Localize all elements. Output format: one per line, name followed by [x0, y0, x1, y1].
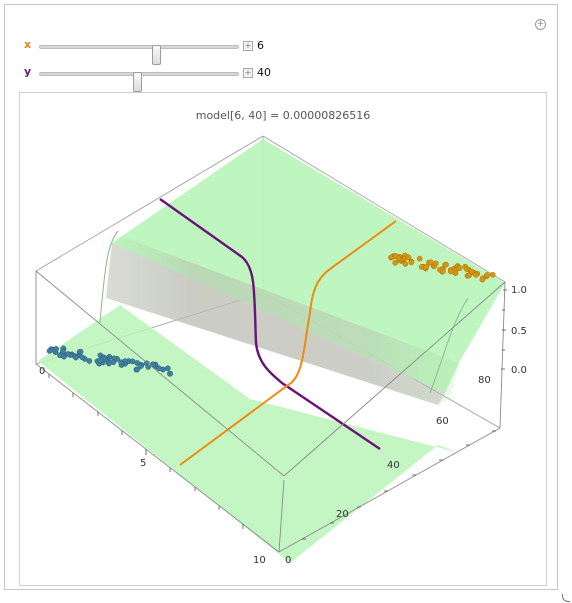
manipulate-panel: + x + 6 y + 40 model[6, 40] = 0.00000826…	[4, 4, 558, 590]
data-point	[86, 358, 93, 364]
z-tick-1: 1.0	[511, 285, 527, 296]
class0-points	[46, 345, 173, 377]
surface-right-edge	[429, 297, 469, 394]
x-slider-row: x + 6	[19, 38, 319, 65]
y-slider-value: 40	[257, 66, 271, 79]
bounding-box-front	[35, 270, 506, 553]
y-slider-label: y	[24, 65, 32, 78]
data-point	[452, 270, 459, 277]
data-point	[77, 348, 84, 355]
data-point	[134, 366, 141, 373]
data-point	[156, 365, 162, 372]
plot-3d[interactable]: model[6, 40] = 0.00000826516	[19, 92, 547, 586]
data-point	[65, 351, 71, 357]
data-point	[405, 254, 412, 261]
surface-cliff-shade	[106, 243, 445, 405]
data-point	[472, 272, 479, 278]
plot-title: model[6, 40] = 0.00000826516	[195, 109, 371, 122]
class1-points	[388, 252, 496, 283]
y-slider-row: y + 40	[19, 65, 319, 92]
data-point	[118, 359, 125, 366]
data-point	[447, 268, 454, 275]
data-point	[164, 365, 171, 372]
data-point	[427, 259, 434, 266]
data-point	[53, 346, 59, 352]
x-cross-section-line	[179, 220, 397, 466]
surface-upper	[112, 139, 505, 393]
y-axis-ticks	[302, 430, 496, 540]
data-point	[167, 370, 173, 377]
data-point	[416, 255, 423, 262]
data-point	[463, 266, 470, 272]
data-point	[432, 260, 439, 267]
data-point	[60, 348, 66, 355]
x-slider-track[interactable]	[39, 45, 239, 65]
data-point	[72, 354, 79, 361]
y-tick-60: 60	[436, 416, 449, 427]
plot-3d-canvas[interactable]: 0 5 10 0 20 40 60 80	[20, 93, 546, 585]
surface-lower	[38, 295, 460, 563]
y-cross-section-line	[159, 198, 381, 450]
data-point	[79, 354, 86, 361]
z-tick-05: 0.5	[511, 326, 527, 337]
data-point	[97, 357, 103, 364]
surface-left-edge	[99, 230, 119, 324]
z-tick-0: 0.0	[511, 365, 527, 376]
y-slider-track[interactable]	[39, 72, 239, 92]
data-point	[423, 264, 430, 270]
x-tick-0: 0	[39, 366, 45, 377]
data-point	[402, 261, 409, 267]
y-tick-0: 0	[285, 555, 291, 566]
x-slider-expand-icon[interactable]: +	[243, 41, 253, 51]
y-slider-expand-icon[interactable]: +	[243, 68, 253, 78]
data-point	[392, 259, 399, 266]
data-point	[479, 276, 486, 283]
data-point	[443, 261, 449, 268]
data-point	[392, 253, 399, 259]
z-axis-ticks	[501, 289, 507, 370]
resize-corner-icon[interactable]	[562, 594, 570, 602]
x-tick-10: 10	[253, 555, 266, 566]
data-point	[149, 361, 156, 368]
y-tick-80: 80	[478, 375, 491, 386]
x-slider-thumb[interactable]	[152, 45, 161, 65]
data-point	[456, 265, 463, 272]
data-point	[129, 358, 136, 365]
y-tick-40: 40	[387, 460, 400, 471]
data-point	[489, 271, 496, 278]
y-tick-20: 20	[336, 509, 349, 520]
x-slider-value: 6	[257, 39, 264, 52]
x-slider-label: x	[24, 38, 32, 51]
data-point	[484, 272, 490, 278]
data-point	[439, 268, 446, 275]
data-point	[468, 268, 475, 275]
data-point	[138, 363, 144, 370]
data-point	[134, 360, 141, 366]
plus-circle-icon[interactable]: +	[535, 19, 546, 30]
x-axis-ticks	[48, 374, 244, 529]
data-point	[106, 360, 113, 366]
x-tick-5: 5	[140, 458, 146, 469]
data-point	[408, 259, 415, 266]
y-slider-thumb[interactable]	[133, 72, 142, 92]
